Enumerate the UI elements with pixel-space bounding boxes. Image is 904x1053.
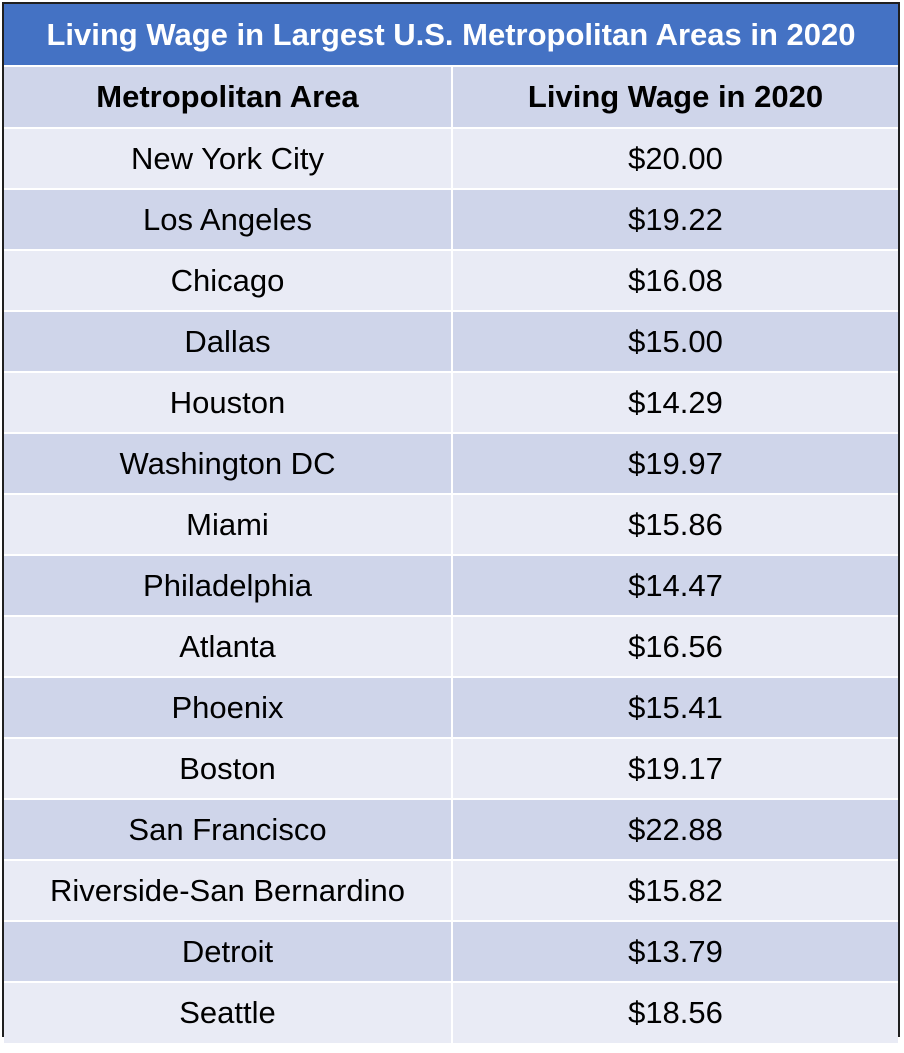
cell-living-wage: $19.17: [452, 738, 898, 800]
table-row: Atlanta $16.56: [4, 616, 898, 678]
cell-metropolitan-area: Philadelphia: [4, 555, 453, 617]
cell-living-wage: $15.00: [452, 311, 898, 373]
table-row: Seattle $18.56: [4, 982, 898, 1043]
cell-metropolitan-area: Atlanta: [4, 616, 453, 678]
cell-living-wage: $15.82: [452, 860, 898, 922]
cell-metropolitan-area: Dallas: [4, 311, 453, 373]
cell-metropolitan-area: Detroit: [4, 921, 453, 983]
cell-living-wage: $15.41: [452, 677, 898, 739]
table-row: Los Angeles $19.22: [4, 189, 898, 251]
table-row: New York City $20.00: [4, 128, 898, 190]
cell-living-wage: $13.79: [452, 921, 898, 983]
cell-living-wage: $16.56: [452, 616, 898, 678]
table-row: San Francisco $22.88: [4, 799, 898, 861]
table-row: Philadelphia $14.47: [4, 555, 898, 617]
table-row: Riverside-San Bernardino $15.82: [4, 860, 898, 922]
cell-metropolitan-area: Miami: [4, 494, 453, 556]
table-body: New York City $20.00 Los Angeles $19.22 Chic…: [4, 128, 898, 1043]
cell-metropolitan-area: Riverside-San Bernardino: [4, 860, 453, 922]
wage-table: Metropolitan Area Living Wage in 2020 Ne…: [4, 67, 898, 1043]
cell-living-wage: $22.88: [452, 799, 898, 861]
table-row: Phoenix $15.41: [4, 677, 898, 739]
cell-living-wage: $15.86: [452, 494, 898, 556]
cell-metropolitan-area: New York City: [4, 128, 453, 190]
cell-living-wage: $19.97: [452, 433, 898, 495]
table-title: Living Wage in Largest U.S. Metropolitan…: [4, 4, 898, 67]
cell-metropolitan-area: Washington DC: [4, 433, 453, 495]
table-row: Houston $14.29: [4, 372, 898, 434]
cell-metropolitan-area: Phoenix: [4, 677, 453, 739]
table-header-row: Metropolitan Area Living Wage in 2020: [4, 67, 898, 129]
table-row: Washington DC $19.97: [4, 433, 898, 495]
table-row: Boston $19.17: [4, 738, 898, 800]
cell-living-wage: $20.00: [452, 128, 898, 190]
cell-living-wage: $16.08: [452, 250, 898, 312]
cell-living-wage: $14.47: [452, 555, 898, 617]
table-row: Chicago $16.08: [4, 250, 898, 312]
cell-metropolitan-area: San Francisco: [4, 799, 453, 861]
cell-living-wage: $14.29: [452, 372, 898, 434]
column-header-wage: Living Wage in 2020: [452, 67, 898, 129]
cell-living-wage: $19.22: [452, 189, 898, 251]
column-header-area: Metropolitan Area: [4, 67, 453, 129]
cell-metropolitan-area: Houston: [4, 372, 453, 434]
cell-living-wage: $18.56: [452, 982, 898, 1043]
table-row: Detroit $13.79: [4, 921, 898, 983]
cell-metropolitan-area: Boston: [4, 738, 453, 800]
cell-metropolitan-area: Los Angeles: [4, 189, 453, 251]
table-row: Dallas $15.00: [4, 311, 898, 373]
cell-metropolitan-area: Seattle: [4, 982, 453, 1043]
cell-metropolitan-area: Chicago: [4, 250, 453, 312]
table-row: Miami $15.86: [4, 494, 898, 556]
